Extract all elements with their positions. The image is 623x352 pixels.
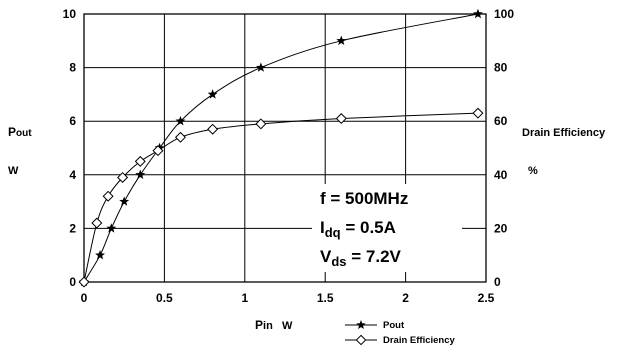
point-efficiency [117,171,129,183]
left-y-tick-label: 6 [69,114,76,128]
point-pout [255,62,266,72]
point-efficiency [335,113,347,125]
left-y-tick-label: 4 [69,168,76,182]
point-efficiency [102,190,114,202]
point-efficiency [174,131,186,143]
right-y-tick-label: 80 [494,61,508,75]
legend-pout-label: Pout [383,320,405,331]
left-axis-label: Pout [8,125,32,139]
right-axis-unit: % [528,165,538,177]
x-tick-label: 0 [81,291,88,305]
condition-frequency: f = 500MHz [320,189,408,208]
x-tick-label: 1.5 [317,291,334,305]
plot-frame [83,13,487,283]
legend-efficiency-diamond [355,334,367,346]
condition-vds: Vds = 7.2V [320,247,402,269]
right-y-tick-label: 20 [494,221,508,235]
point-pout [473,8,483,19]
point-pout [207,89,218,99]
point-efficiency [152,145,164,157]
legend-pout-star [356,320,366,330]
point-efficiency [207,123,219,135]
point-pout [135,169,146,180]
point-efficiency [78,276,90,288]
x-tick-labels: 0 0.5 1 1.5 2 2.5 [81,291,495,305]
x-tick-label: 2 [402,291,409,305]
point-efficiency [134,155,146,167]
series-line-pout [83,13,479,283]
series-layer [78,8,484,288]
left-y-tick-label: 8 [69,61,76,75]
x-axis-unit: W [282,320,293,332]
left-axis-unit: W [8,165,19,177]
legend: Pout Drain Efficiency [345,320,456,346]
x-axis-label: Pin [255,318,273,332]
point-pout [336,35,347,46]
point-pout [119,196,130,206]
right-y-tick-label: 60 [494,114,508,128]
left-y-tick-label: 10 [63,7,77,21]
right-y-tick-label: 40 [494,168,508,182]
x-tick-label: 1 [241,291,248,305]
x-tick-label: 0.5 [156,291,173,305]
conditions-box [312,184,462,272]
point-pout [106,223,117,233]
right-y-tick-label: 0 [494,275,501,289]
left-y-tick-label: 2 [69,221,76,235]
right-y-tick-label: 100 [494,7,514,21]
point-efficiency [91,217,103,229]
point-pout [175,116,186,126]
point-efficiency [472,107,484,119]
grid [84,14,486,282]
point-efficiency [255,118,267,130]
left-y-tick-labels: 0 2 4 6 8 10 [63,7,77,289]
series-line-efficiency [83,112,478,283]
point-pout [95,250,106,260]
x-tick-label: 2.5 [478,291,495,305]
condition-idq: Idq = 0.5A [320,218,396,240]
legend-efficiency-label: Drain Efficiency [383,335,456,346]
right-axis-label: Drain Efficiency [522,127,606,139]
left-y-tick-label: 0 [69,275,76,289]
right-y-tick-labels: 0 20 40 60 80 100 [494,7,514,289]
